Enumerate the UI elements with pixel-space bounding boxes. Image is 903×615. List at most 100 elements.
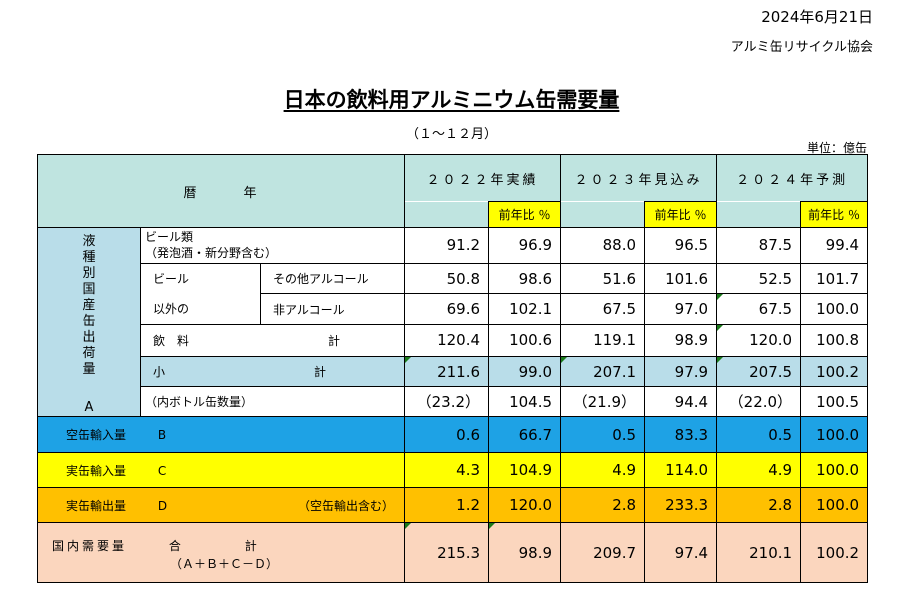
subtotal-2022: 211.6 — [404, 355, 490, 388]
col-2022-blank — [404, 201, 490, 228]
col-header-2022: ２０２２年実績 — [404, 154, 562, 202]
side-label-char: 産 — [82, 298, 96, 313]
full-import-2024: 4.9 — [716, 452, 802, 488]
domestic-formula: （Ａ＋Ｂ＋Ｃ－Ｄ） — [170, 557, 279, 571]
full-import-letter: C — [157, 463, 167, 478]
period-label: （１～１２月） — [405, 127, 497, 142]
full-import-2022: 4.3 — [404, 452, 490, 488]
domestic-2024: 210.1 — [716, 522, 802, 583]
yoy-header-2022: 前年比 ％ — [488, 201, 562, 228]
beverage-total-2024: 120.0 — [716, 324, 802, 357]
empty-import-2024-yoy: 100.0 — [800, 416, 869, 453]
side-label-char: 量 — [82, 362, 96, 377]
organization-name: アルミ缶リサイクル協会 — [730, 40, 873, 55]
subtotal-2023: 207.1 — [560, 355, 646, 388]
beverage-total-2023-yoy: 98.9 — [644, 324, 718, 357]
subtotal-2023-yoy: 97.9 — [644, 355, 718, 388]
beer-2023: 88.0 — [560, 227, 646, 264]
empty-import-2022-yoy: 66.7 — [488, 416, 562, 453]
bottle-can-label: （内ボトル缶数量） — [139, 386, 406, 417]
side-label-char: 種 — [82, 250, 96, 265]
bottle-can-2023: （21.9） — [560, 386, 646, 417]
side-label-letter: A — [84, 400, 94, 415]
full-export-2023: 2.8 — [560, 487, 646, 523]
empty-import-2023: 0.5 — [560, 416, 646, 453]
other-alcohol-2022-yoy: 98.6 — [488, 262, 562, 295]
non-alcohol-2024: 67.5 — [716, 293, 802, 326]
empty-import-letter: B — [157, 428, 167, 442]
empty-import-2024: 0.5 — [716, 416, 802, 453]
side-label-char: 別 — [82, 266, 96, 281]
domestic-label-sum-2: 計 — [244, 539, 257, 553]
side-label-char: 缶 — [82, 314, 96, 329]
nonbeer-group-label-1: ビール — [140, 262, 261, 294]
side-label-domestic-shipment: 液種別国産缶出荷量 A — [37, 227, 141, 417]
bottle-can-2023-yoy: 94.4 — [644, 386, 718, 417]
full-export-letter: D — [157, 498, 168, 513]
beverage-total-2024-yoy: 100.8 — [800, 324, 869, 357]
year-corner-header: 暦 年 — [36, 154, 406, 228]
subtotal-2024: 207.5 — [716, 355, 802, 388]
full-export-label: 実缶輸出量 D （空缶輸出含む） — [36, 487, 406, 523]
nonbeer-group-label-2: 以外の — [140, 293, 261, 326]
domestic-2022-yoy: 98.9 — [488, 522, 562, 583]
non-alcohol-2022: 69.6 — [404, 293, 490, 326]
full-export-name: 実缶輸出量 — [66, 498, 127, 513]
other-alcohol-2024-yoy: 101.7 — [800, 262, 869, 295]
non-alcohol-2024-yoy: 100.0 — [800, 293, 869, 326]
other-alcohol-2024: 52.5 — [716, 262, 802, 295]
subtotal-label-right: 計 — [314, 365, 327, 379]
non-alcohol-2023: 67.5 — [560, 293, 646, 326]
non-alcohol-label: 非アルコール — [259, 293, 406, 326]
domestic-demand-label: 国内需要量 合 計 （Ａ＋Ｂ＋Ｃ－Ｄ） — [36, 522, 406, 583]
beverage-total-suffix: 計 — [328, 333, 341, 348]
other-alcohol-label: その他アルコール — [259, 262, 406, 295]
col-header-2023: ２０２３年見込み — [560, 154, 718, 202]
col-header-2024: ２０２４年予測 — [716, 154, 869, 202]
full-import-2022-yoy: 104.9 — [488, 452, 562, 488]
subtotal-2024-yoy: 100.2 — [800, 355, 869, 388]
other-alcohol-2023: 51.6 — [560, 262, 646, 295]
subtotal-label-left: 小 — [153, 365, 166, 379]
unit-label: 単位：億缶 — [806, 141, 867, 155]
bottle-can-2022-yoy: 104.5 — [488, 386, 562, 417]
beer-2022: 91.2 — [404, 227, 490, 264]
beer-label: ビール類 — [145, 230, 194, 245]
beverage-total-2022-yoy: 100.6 — [488, 324, 562, 357]
full-import-2023-yoy: 114.0 — [644, 452, 718, 488]
col-2024-blank — [716, 201, 802, 228]
bottle-can-2024: （22.0） — [716, 386, 802, 417]
domestic-2024-yoy: 100.2 — [800, 522, 869, 583]
side-label-char: 荷 — [82, 346, 96, 361]
subtotal-2022-yoy: 99.0 — [488, 355, 562, 388]
empty-import-2023-yoy: 83.3 — [644, 416, 718, 453]
full-export-2024: 2.8 — [716, 487, 802, 523]
beer-2023-yoy: 96.5 — [644, 227, 718, 264]
full-export-2023-yoy: 233.3 — [644, 487, 718, 523]
beverage-label: 飲 料 — [153, 333, 190, 348]
non-alcohol-2023-yoy: 97.0 — [644, 293, 718, 326]
full-import-name: 実缶輸入量 — [66, 463, 127, 478]
domestic-label-sum-1: 合 — [168, 539, 181, 553]
col-2023-blank — [560, 201, 646, 228]
title-text: 日本の飲料用アルミニウム缶需要量 — [283, 88, 620, 112]
beverage-total-label: 飲 料 計 — [139, 324, 406, 357]
domestic-2023: 209.7 — [560, 522, 646, 583]
domestic-label-name: 国内需要量 — [52, 539, 128, 553]
side-label-char: 国 — [82, 282, 96, 297]
subtotal-label: 小 計 — [139, 355, 406, 388]
beer-note: （発泡酒・新分野含む） — [145, 246, 278, 261]
full-export-2022-yoy: 120.0 — [488, 487, 562, 523]
full-import-label: 実缶輸入量 C — [36, 452, 406, 488]
side-label-char: 液 — [82, 234, 96, 249]
row-beer-label: ビール類 （発泡酒・新分野含む） — [139, 227, 406, 264]
yoy-header-2023: 前年比 ％ — [644, 201, 718, 228]
full-import-2023: 4.9 — [560, 452, 646, 488]
bottle-can-2022: （23.2） — [404, 386, 490, 417]
full-import-2024-yoy: 100.0 — [800, 452, 869, 488]
domestic-2023-yoy: 97.4 — [644, 522, 718, 583]
domestic-2022: 215.3 — [404, 522, 490, 583]
side-label-chars: 液種別国産缶出荷量 — [39, 234, 140, 378]
side-label-char: 出 — [82, 330, 96, 345]
full-export-note: （空缶輸出含む） — [298, 498, 395, 513]
